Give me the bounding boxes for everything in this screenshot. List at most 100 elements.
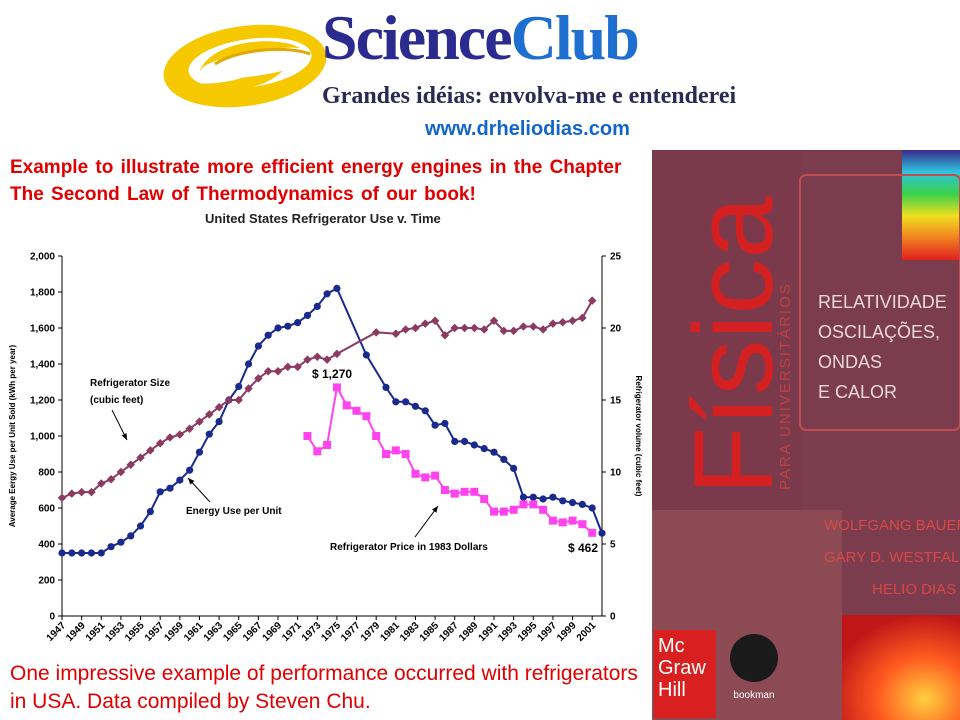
y2-tick-label: 15: [610, 396, 622, 407]
scienceclub-logo-icon: [163, 24, 327, 108]
y-tick-label: 1,000: [30, 432, 55, 443]
brand-name: ScienceClub: [322, 6, 640, 70]
size-point: [293, 362, 302, 372]
size-point: [224, 395, 234, 405]
price-point: [323, 441, 332, 449]
price-point: [332, 383, 341, 392]
x-tick-label: 1987: [437, 620, 461, 644]
x-tick-label: 1999: [555, 620, 579, 644]
x-tick-label: 1947: [45, 620, 69, 644]
size-point: [136, 453, 145, 462]
publisher-word: Mc: [658, 635, 685, 657]
price-point: [568, 516, 577, 525]
book-topic: E CALOR: [818, 382, 897, 402]
size-point: [578, 313, 587, 323]
size-point: [205, 410, 214, 419]
y2-tick-label: 0: [610, 612, 616, 623]
size-point: [587, 296, 597, 305]
x-tick-label: 1959: [162, 620, 186, 644]
energy-use-point: [451, 437, 459, 445]
price-point: [499, 507, 508, 516]
price-point: [382, 450, 390, 458]
y-tick-label: 1,800: [30, 288, 55, 299]
size-label-line2: (cubic feet): [90, 395, 143, 406]
x-tick-label: 1969: [261, 620, 285, 644]
book-author: GARY D. WESTFALL: [824, 549, 960, 566]
size-point: [57, 493, 67, 503]
price-point: [480, 495, 489, 503]
y2-tick-label: 10: [610, 468, 622, 479]
chart-annotations: Refrigerator Size (cubic feet) Energy Use …: [90, 367, 598, 555]
price-point: [440, 486, 449, 494]
size-point: [155, 438, 165, 448]
size-point: [421, 319, 430, 328]
price-point: [588, 528, 597, 537]
size-point: [263, 366, 273, 376]
x-tick-label: 1997: [536, 620, 560, 644]
size-point: [234, 395, 243, 405]
x-tick-label: 1949: [64, 620, 88, 644]
price-point: [450, 489, 459, 498]
book-topics: RELATIVIDADE OSCILAÇÕES, ONDAS E CALOR: [818, 292, 947, 402]
energy-use-point: [68, 549, 76, 557]
intro-text: Example to illustrate more efficient ene…: [10, 157, 622, 205]
energy-use-point: [441, 419, 449, 427]
energy-use-point: [568, 499, 577, 507]
price-point: [509, 505, 518, 514]
size-point: [401, 325, 410, 334]
publisher-word: Hill: [658, 679, 686, 701]
price-point: [529, 500, 538, 509]
energy-use-point: [421, 407, 429, 415]
website-link[interactable]: www.drheliodias.com: [425, 118, 630, 140]
price-high-label: $ 1,270: [312, 367, 352, 381]
price-point: [460, 487, 469, 496]
size-point: [146, 446, 155, 455]
y-axis-label: Average Eergy Use per Unit Sold (kWh per…: [8, 344, 17, 527]
book-topic: OSCILAÇÕES,: [818, 321, 940, 342]
size-point: [538, 325, 548, 334]
price-point: [401, 450, 410, 458]
ripple-graphic-icon: [842, 615, 960, 720]
energy-use-point: [529, 493, 537, 501]
size-point: [322, 355, 332, 364]
energy-use-point: [411, 402, 420, 410]
size-point: [460, 323, 469, 333]
x-tick-label: 1995: [516, 620, 540, 644]
book-topic: RELATIVIDADE: [818, 292, 947, 312]
mcgraw-hill-logo-icon: [654, 630, 716, 718]
x-tick-label: 1951: [84, 620, 108, 644]
y-tick-label: 800: [38, 468, 55, 479]
size-point: [313, 352, 322, 362]
energy-use-point: [588, 504, 596, 512]
energy-use-point: [313, 302, 321, 310]
energy-use-point: [117, 538, 125, 546]
energy-use-point: [284, 322, 292, 330]
x-tick-label: 1977: [339, 620, 363, 644]
energy-use-point: [382, 383, 390, 391]
energy-use-point: [136, 522, 145, 530]
energy-use-point: [500, 455, 508, 463]
energy-use-point: [362, 351, 370, 359]
x-tick-label: 1961: [182, 620, 206, 644]
publisher-word: Graw: [658, 657, 706, 679]
size-point: [332, 349, 342, 359]
price-point: [470, 487, 479, 496]
x-tick-label: 1955: [123, 620, 147, 644]
y-tick-label: 0: [49, 612, 55, 623]
price-arrow-head: [431, 506, 438, 513]
x-tick-label: 1953: [104, 620, 128, 644]
book-author: HELIO DIAS: [872, 581, 956, 598]
book-author: WOLFGANG BAUER: [824, 517, 960, 534]
brand-tagline: Grandes idéias: envolva-me e entenderei: [322, 83, 737, 109]
energy-use-point: [215, 418, 223, 426]
size-point: [283, 362, 293, 372]
book-title: Física: [671, 196, 796, 495]
x-tick-label: 1983: [398, 620, 422, 644]
energy-use-point: [254, 342, 262, 350]
energy-use-point: [127, 532, 135, 540]
size-point: [87, 487, 96, 497]
size-point: [430, 316, 440, 326]
y2-tick-label: 25: [610, 252, 622, 263]
energy-use-point: [176, 476, 184, 484]
